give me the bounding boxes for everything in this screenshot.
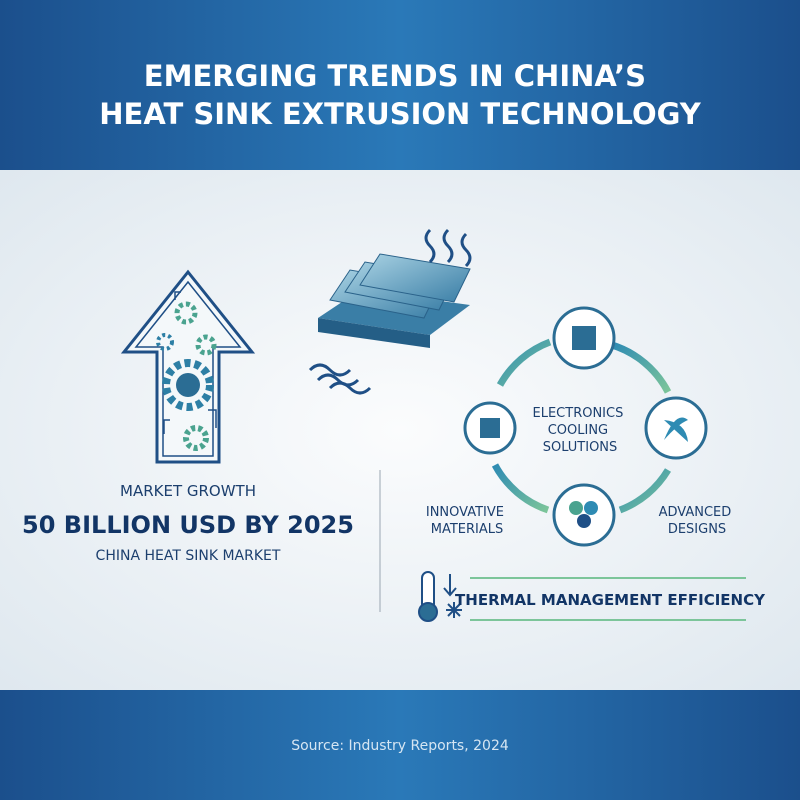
growth-arrow-icon-part — [162, 359, 214, 411]
left-label-line: MATERIALS — [431, 522, 504, 537]
fan-node-part — [664, 417, 688, 442]
thermometer-icon-part — [446, 602, 462, 618]
left-label: INNOVATIVE MATERIALS — [426, 505, 508, 537]
title: EMERGING TRENDS IN CHINA’S HEAT SINK EXT… — [99, 59, 702, 131]
banner-text: THERMAL MANAGEMENT EFFICIENCY — [455, 591, 766, 609]
cycle-center: ELECTRONICS COOLING SOLUTIONS — [533, 406, 628, 455]
cycle-center-line: COOLING — [548, 423, 608, 438]
market-label: MARKET GROWTH — [120, 482, 256, 500]
heat-sink-icon-part-part — [359, 253, 471, 303]
heat-sink-icon-part — [424, 228, 472, 268]
right-label: ADVANCED DESIGNS — [659, 505, 736, 537]
left-label-line: INNOVATIVE — [426, 505, 504, 520]
market-subtitle: CHINA HEAT SINK MARKET — [96, 548, 281, 564]
cycle-diagram-part — [618, 468, 671, 514]
heat-sink-icon-part — [329, 253, 471, 319]
growth-arrow-icon-part — [183, 425, 209, 451]
heat-sink-icon — [308, 228, 472, 395]
material-node-part — [577, 514, 591, 528]
chip-node — [463, 401, 517, 455]
title-line: EMERGING TRENDS IN CHINA’S — [144, 59, 646, 93]
growth-arrow-icon-part — [156, 333, 174, 351]
growth-arrow-icon-part — [163, 291, 217, 434]
cycle-diagram-part — [491, 463, 550, 514]
right-label-line: DESIGNS — [668, 522, 726, 537]
source-note: Source: Industry Reports, 2024 — [291, 738, 509, 754]
cycle-nodes — [463, 306, 708, 547]
chip-node-part — [572, 326, 596, 350]
chip-node — [552, 306, 616, 370]
growth-arrow-icon-part — [195, 334, 217, 356]
material-node — [552, 483, 616, 547]
title-line: HEAT SINK EXTRUSION TECHNOLOGY — [99, 97, 702, 131]
cycle-diagram — [491, 338, 672, 514]
heat-sink-icon-part — [308, 363, 372, 395]
cycle-center-line: ELECTRONICS — [533, 406, 624, 421]
chip-node-part — [480, 418, 500, 438]
fan-node — [644, 396, 708, 460]
right-label-line: ADVANCED — [659, 505, 732, 520]
material-node-part — [569, 501, 583, 515]
growth-arrow-icon-part — [174, 301, 198, 325]
thermometer-icon-part — [418, 602, 438, 622]
cycle-diagram-part — [610, 341, 672, 394]
market-headline: 50 BILLION USD BY 2025 — [22, 511, 354, 539]
thermometer-icon — [418, 571, 462, 622]
growth-arrow-icon — [120, 269, 256, 464]
cycle-center-line: SOLUTIONS — [543, 440, 618, 455]
thermometer-icon-part — [443, 587, 457, 597]
heat-sink-icon-part — [318, 318, 430, 348]
growth-arrow-icon-part — [176, 373, 200, 397]
cycle-diagram-part — [496, 338, 552, 387]
material-node-part — [584, 501, 598, 515]
header-band — [0, 0, 800, 170]
footer-band — [0, 690, 800, 800]
growth-arrow-icon-part — [134, 280, 242, 457]
